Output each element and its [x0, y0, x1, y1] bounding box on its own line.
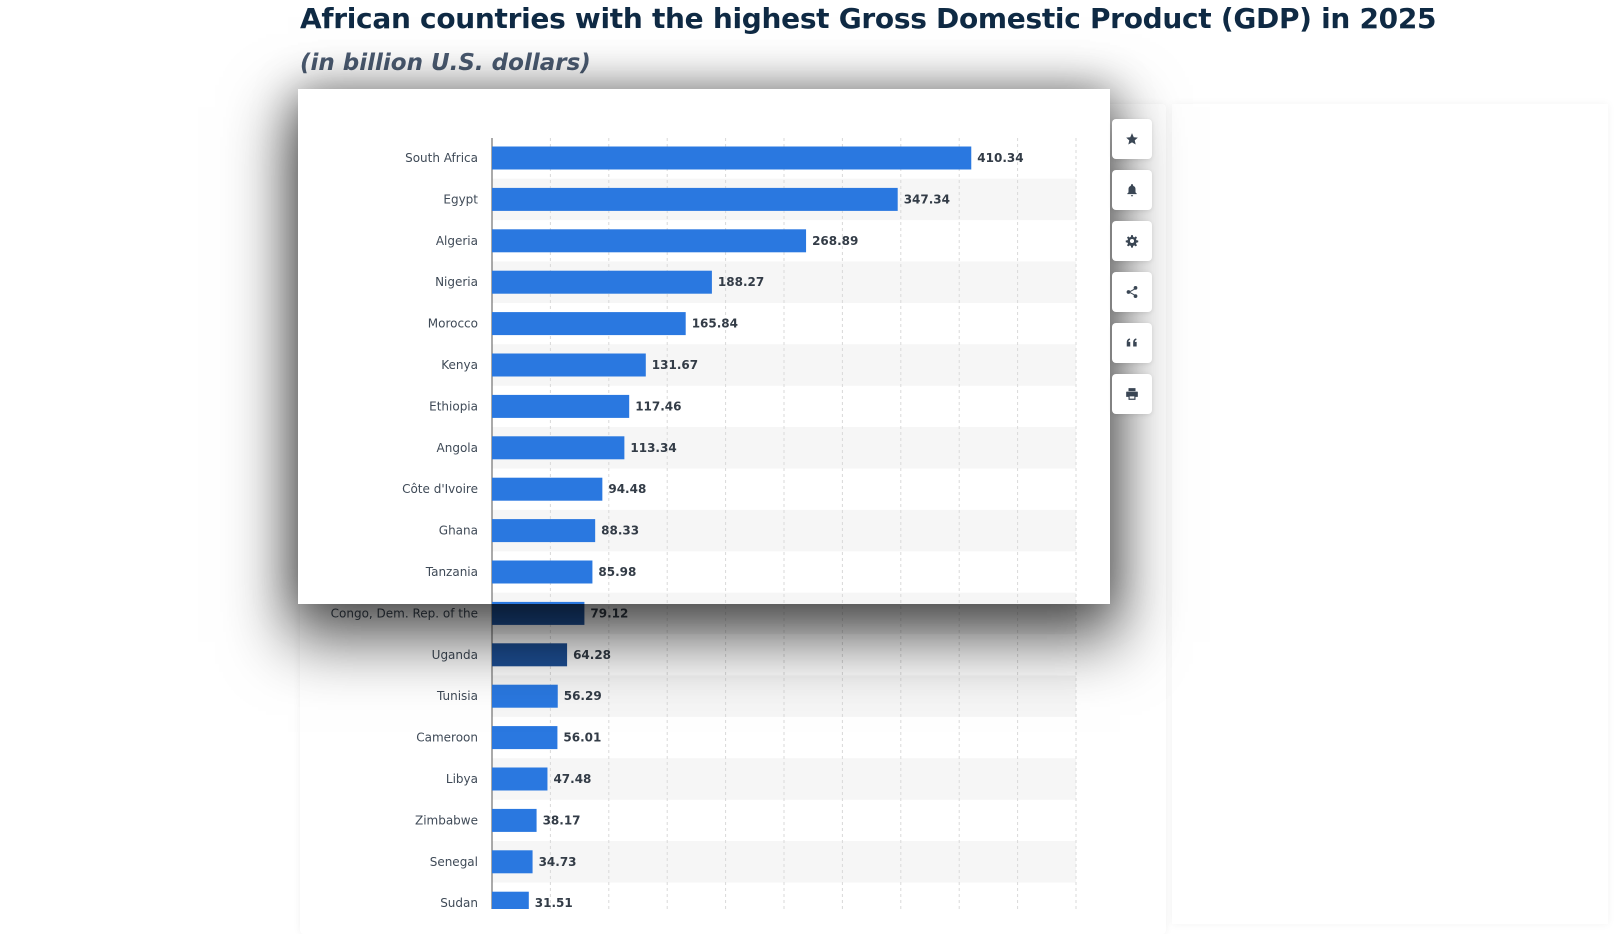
row-band — [492, 592, 1076, 604]
category-label: Morocco — [428, 317, 478, 331]
value-label: 64.28 — [573, 648, 611, 662]
bar[interactable] — [492, 684, 558, 708]
share-button[interactable] — [1112, 272, 1152, 312]
value-label: 410.34 — [977, 151, 1023, 165]
print-icon — [1126, 388, 1138, 400]
category-label: Sudan — [440, 896, 478, 909]
value-label: 88.33 — [601, 524, 639, 538]
page-title: African countries with the highest Gross… — [300, 2, 1437, 35]
category-label: Ghana — [439, 524, 478, 538]
quote-icon — [1126, 338, 1137, 347]
category-label: Uganda — [432, 648, 478, 662]
category-label: Congo, Dem. Rep. of the — [331, 606, 478, 620]
category-label: Senegal — [430, 855, 478, 869]
chart-toolbar — [1112, 119, 1154, 425]
value-label: 47.48 — [553, 772, 591, 786]
bell-icon — [1127, 184, 1137, 197]
category-label: Algeria — [436, 234, 478, 248]
page-subtitle: (in billion U.S. dollars) — [300, 50, 591, 76]
bar[interactable] — [492, 270, 712, 294]
bar[interactable] — [492, 519, 596, 543]
zoomed-chart: South Africa 410.34 Egypt 347.34 Algeria 268.… — [402, 138, 1077, 604]
zoomed-chart-overlay: South Africa 410.34 Egypt 347.34 Algeria 268.… — [298, 89, 1110, 604]
category-label: Zimbabwe — [415, 813, 478, 827]
bar[interactable] — [492, 146, 972, 170]
category-label: Cameroon — [416, 731, 478, 745]
bar[interactable] — [492, 601, 585, 604]
bar[interactable] — [492, 436, 625, 460]
bar[interactable] — [492, 808, 537, 832]
settings-button[interactable] — [1112, 221, 1152, 261]
category-label: Libya — [446, 772, 478, 786]
value-label: 94.48 — [608, 482, 646, 496]
favorite-button[interactable] — [1112, 119, 1152, 159]
value-label: 38.17 — [543, 813, 581, 827]
category-label: Kenya — [441, 358, 478, 372]
value-label: 56.01 — [563, 731, 601, 745]
cite-button[interactable] — [1112, 323, 1152, 363]
side-panel — [1172, 104, 1608, 924]
value-label: 268.89 — [812, 234, 858, 248]
value-label: 131.67 — [652, 358, 698, 372]
bar[interactable] — [492, 312, 686, 336]
category-label: Tanzania — [425, 565, 478, 579]
bar[interactable] — [492, 477, 603, 501]
category-label: Ethiopia — [429, 399, 478, 413]
bar[interactable] — [492, 767, 548, 791]
print-button[interactable] — [1112, 374, 1152, 414]
value-label: 85.98 — [598, 565, 636, 579]
notification-button[interactable] — [1112, 170, 1152, 210]
value-label: 188.27 — [718, 275, 764, 289]
bar[interactable] — [492, 229, 807, 253]
share-icon — [1126, 286, 1138, 298]
value-label: 113.34 — [630, 441, 676, 455]
category-label: Egypt — [443, 192, 478, 206]
value-label: 34.73 — [539, 855, 577, 869]
bar[interactable] — [492, 850, 533, 874]
category-label: Nigeria — [435, 275, 478, 289]
category-label: Tunisia — [436, 689, 478, 703]
value-label: 56.29 — [564, 689, 602, 703]
bar[interactable] — [492, 560, 593, 584]
bar[interactable] — [492, 353, 646, 377]
category-label: Côte d'Ivoire — [402, 482, 478, 496]
category-label: South Africa — [405, 151, 478, 165]
bar[interactable] — [492, 394, 630, 418]
value-label: 31.51 — [535, 896, 573, 909]
star-icon — [1126, 133, 1138, 145]
bar[interactable] — [492, 726, 558, 750]
value-label: 117.46 — [635, 399, 681, 413]
bar[interactable] — [492, 187, 898, 211]
value-label: 79.12 — [590, 606, 628, 620]
bar[interactable] — [492, 891, 529, 909]
category-label: Angola — [437, 441, 478, 455]
value-label: 165.84 — [692, 317, 738, 331]
value-label: 347.34 — [904, 192, 950, 206]
gear-icon — [1125, 235, 1139, 248]
bar[interactable] — [492, 601, 585, 625]
bar[interactable] — [492, 643, 568, 667]
